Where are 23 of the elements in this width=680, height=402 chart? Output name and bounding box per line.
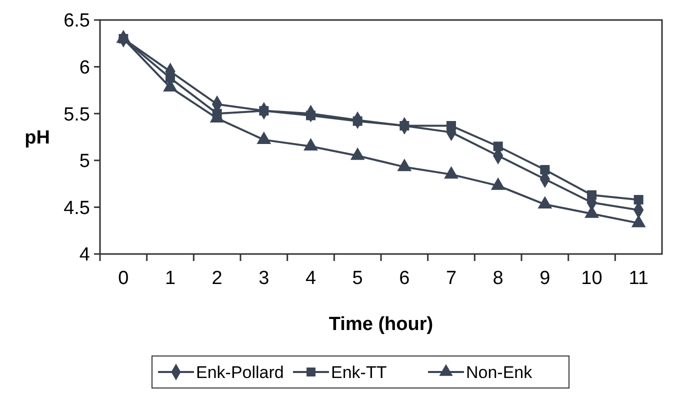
x-tick-label: 9 — [540, 268, 550, 289]
x-tick-label: 2 — [212, 268, 222, 289]
legend-label: Non-Enk — [466, 362, 533, 382]
y-tick-label: 6.5 — [64, 10, 90, 32]
y-tick-label: 4.5 — [64, 198, 90, 219]
x-tick-label: 10 — [581, 268, 602, 289]
x-tick-label: 7 — [446, 268, 457, 289]
x-tick-label: 6 — [399, 268, 410, 289]
legend-label: Enk-Pollard — [196, 362, 284, 382]
x-tick-label: 0 — [118, 268, 129, 289]
x-tick-label: 8 — [492, 268, 504, 289]
legend-label: Enk-TT — [331, 362, 387, 382]
x-tick-label: 3 — [258, 268, 270, 289]
x-axis-title: Time (hour) — [328, 314, 434, 335]
y-axis-title: pH — [24, 128, 50, 149]
y-tick-label: 5 — [79, 151, 90, 172]
x-tick-label: 1 — [164, 268, 176, 289]
x-tick-label: 4 — [305, 268, 316, 289]
y-tick-label: 4 — [79, 244, 90, 266]
y-tick-label: 6 — [79, 57, 90, 78]
x-tick-label: 5 — [352, 268, 363, 289]
x-tick-label: 11 — [628, 268, 648, 289]
y-tick-label: 5.5 — [64, 104, 90, 126]
